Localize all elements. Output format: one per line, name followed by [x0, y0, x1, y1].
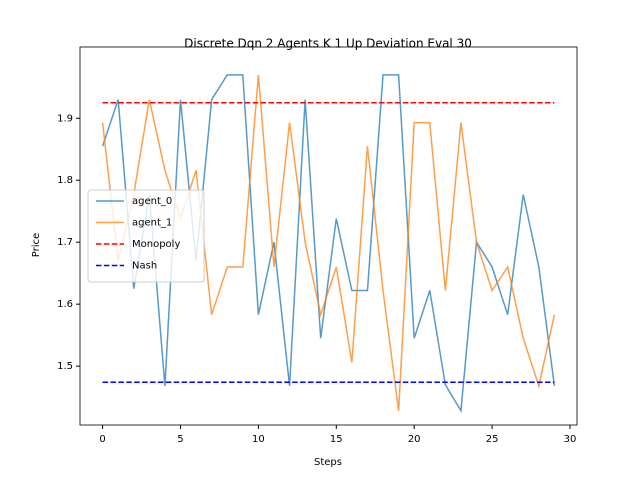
x-tick-label: 0: [99, 434, 105, 445]
x-tick-label: 25: [486, 434, 499, 445]
line-agent-0: [101, 74, 556, 414]
legend-box: [87, 189, 205, 283]
plot-frame: [79, 46, 578, 426]
legend-label: Nash: [132, 261, 157, 272]
x-tick-label: 30: [564, 434, 577, 445]
y-tick-label: 1.7: [57, 237, 73, 248]
y-tick-label: 1.5: [57, 361, 73, 372]
y-tick-label: 1.8: [57, 175, 73, 186]
chart-title: Discrete Dqn 2 Agents K 1 Up Deviation E…: [184, 37, 472, 51]
y-axis-label: Price: [31, 233, 42, 257]
x-tick-label: 5: [177, 434, 183, 445]
x-tick-label: 20: [408, 434, 421, 445]
legend-label: agent_1: [132, 218, 172, 229]
x-tick-label: 10: [252, 434, 265, 445]
x-axis-label: Steps: [314, 457, 342, 468]
y-tick-label: 1.9: [57, 113, 73, 124]
legend-label: agent_0: [132, 196, 172, 207]
legend-label: Monopoly: [132, 239, 180, 250]
y-tick-label: 1.6: [57, 299, 73, 310]
x-tick-label: 15: [330, 434, 343, 445]
